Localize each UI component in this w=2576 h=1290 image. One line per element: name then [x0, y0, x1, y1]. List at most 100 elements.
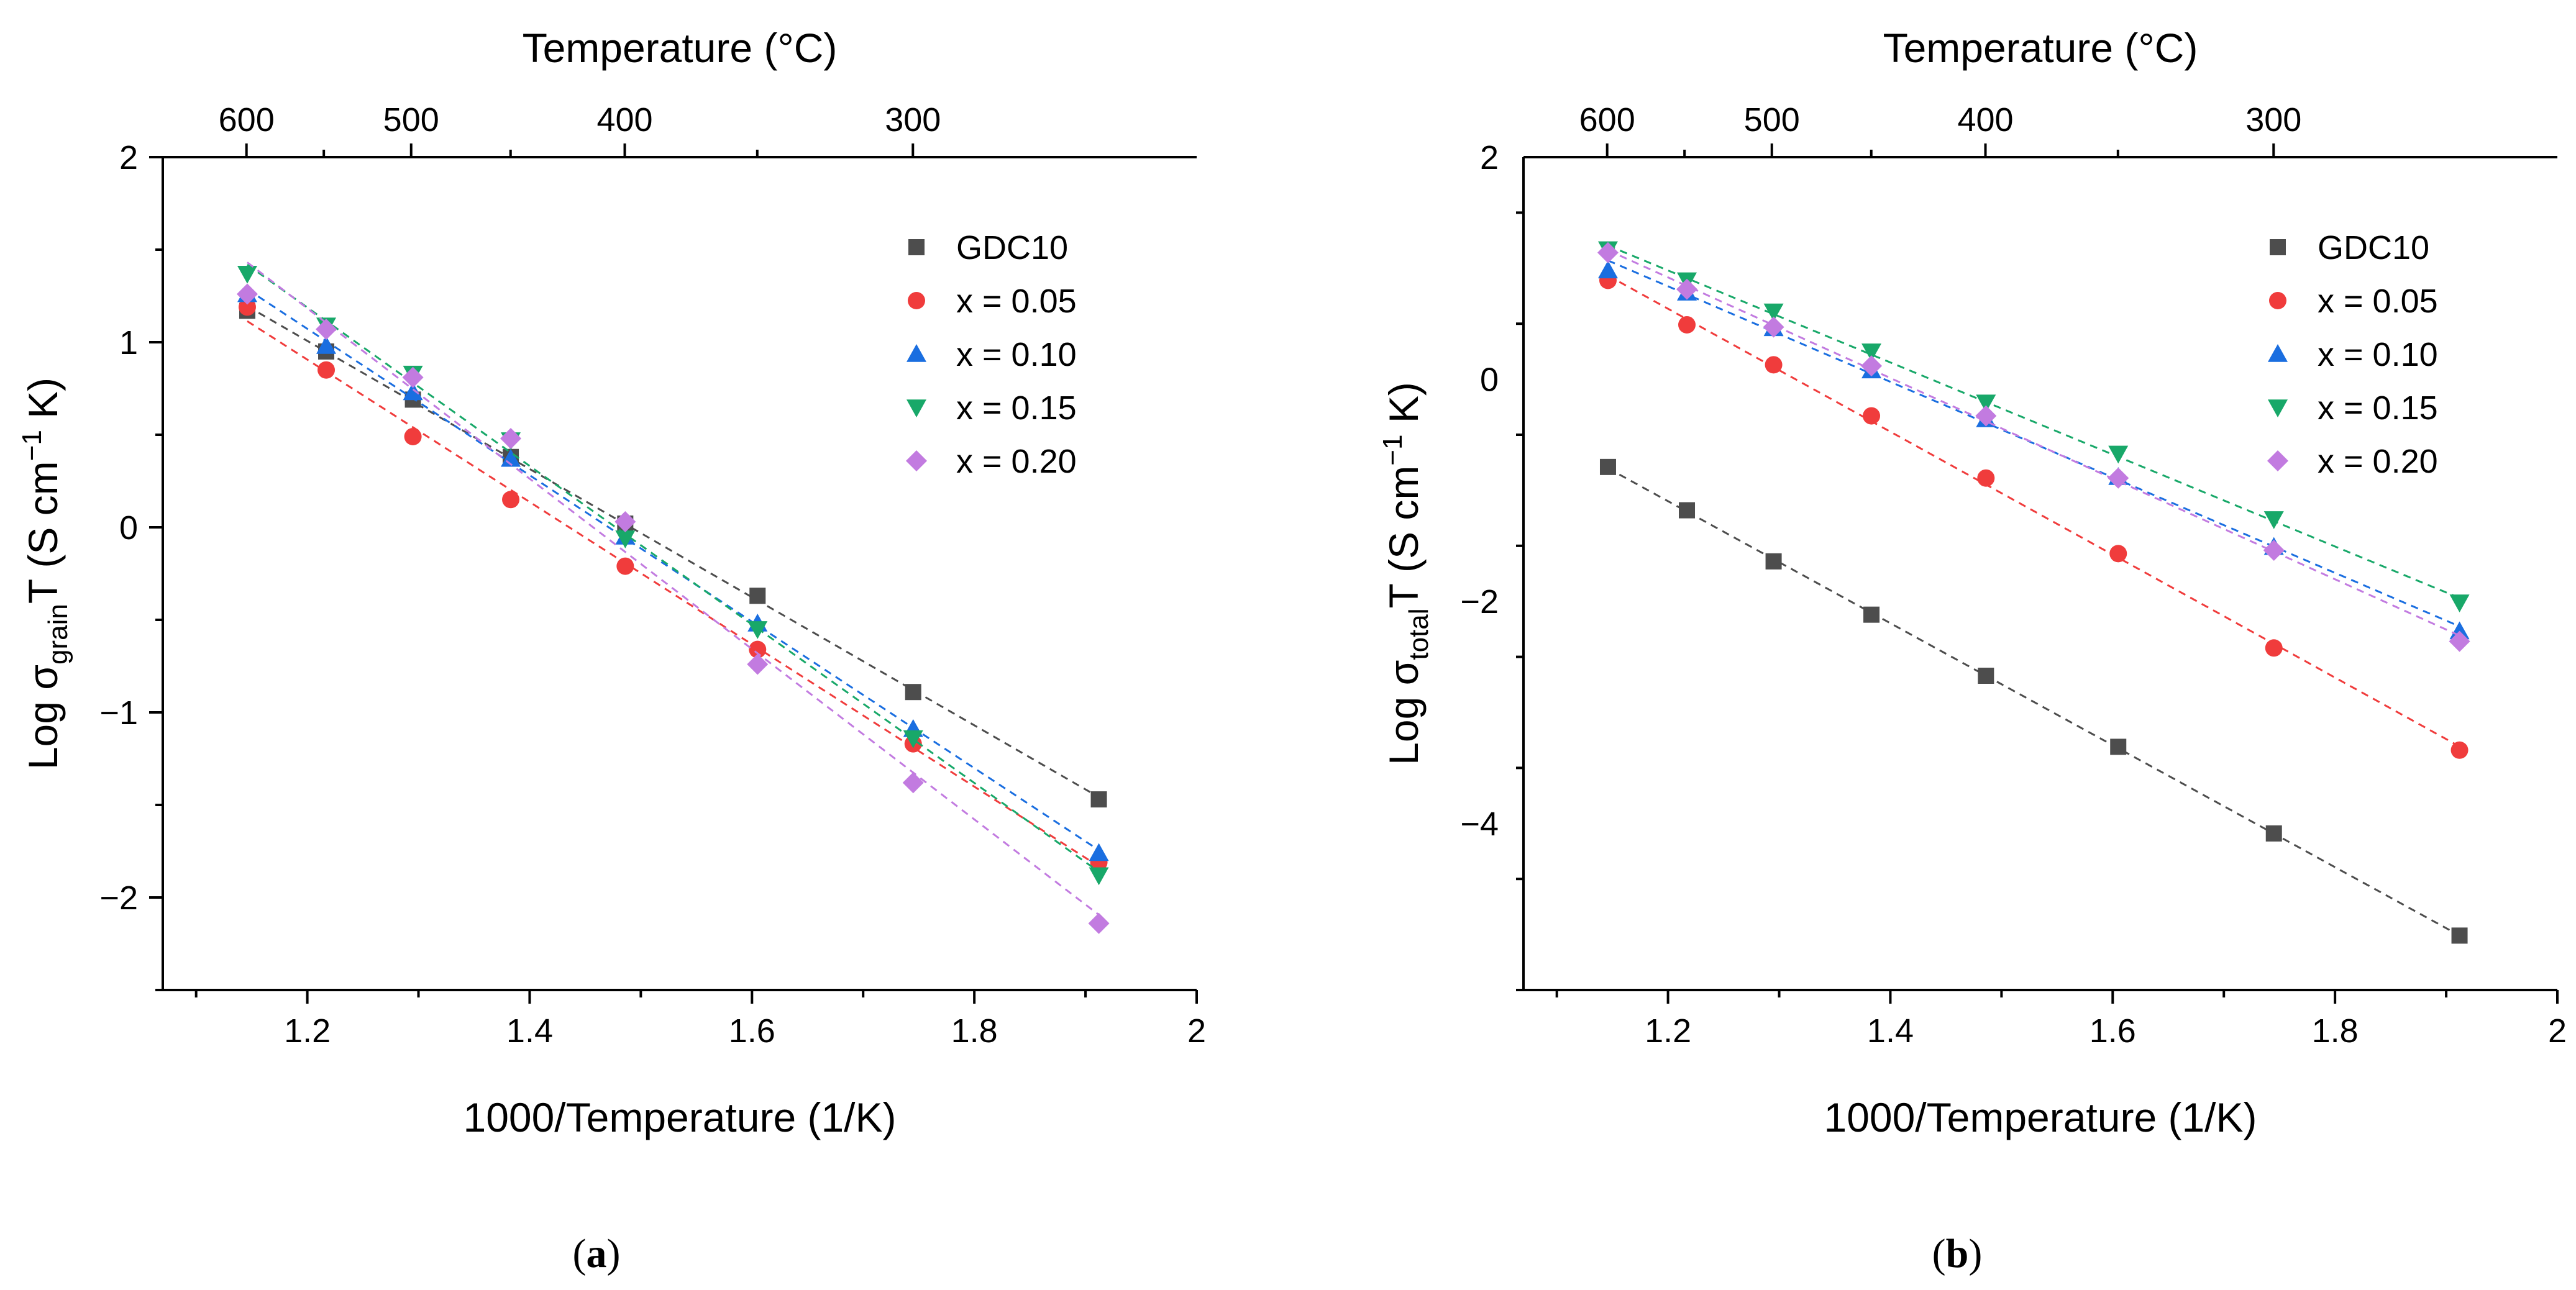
data-point: [2110, 738, 2127, 755]
y-title-mid: T (S cm: [1381, 466, 1427, 609]
legend-label: x = 0.15: [2318, 389, 2438, 427]
panel-label-letter: b: [1946, 1231, 1969, 1276]
data-point: [2451, 927, 2468, 944]
data-point: [1089, 843, 1109, 861]
y-title-superscript: −1: [17, 430, 47, 461]
data-point: [747, 621, 768, 639]
fit-line: [247, 263, 1100, 873]
data-point: [1977, 469, 1995, 487]
data-point: [2449, 594, 2470, 612]
data-point: [402, 366, 424, 388]
data-point: [902, 772, 924, 794]
x-tick-label: 1.6: [729, 1012, 775, 1050]
panel-label-open: (: [573, 1231, 587, 1276]
data-point: [2449, 630, 2470, 652]
legend-marker: [2268, 399, 2288, 417]
chart-panel-b: 1.2 1.4 1.6 1.8 2 −4 −2 0 2 600 500 400 300 Temperatu…: [1377, 25, 2567, 1276]
y-tick-label: −4: [1460, 806, 1499, 843]
legend-marker: [2267, 450, 2288, 471]
legend-label: x = 0.05: [2318, 283, 2438, 320]
panel-label: (a): [573, 1231, 621, 1276]
top-tick-label: 500: [383, 101, 439, 139]
data-point: [502, 491, 520, 509]
data-point: [500, 427, 522, 449]
y-axis-title: Log σgrainT (S cm−1 K): [17, 378, 73, 770]
data-point: [1863, 606, 1880, 623]
chart-panel-a: 1.2 1.4 1.6 1.8 2 −2 −1 0 1 2 600 500 400 300 Temperat…: [17, 25, 1206, 1276]
panel-label-close: ): [607, 1231, 621, 1276]
data-point: [614, 511, 636, 533]
y-tick-label: 0: [119, 509, 138, 547]
data-point: [747, 653, 769, 675]
data-point: [1763, 303, 1784, 322]
data-point: [1976, 394, 1996, 413]
fit-line: [1607, 467, 2460, 937]
x-tick-label: 1.4: [1867, 1012, 1914, 1050]
y-tick-label: −2: [1460, 583, 1499, 620]
legend-label: x = 0.15: [956, 389, 1077, 427]
fit-line: [1607, 245, 2460, 599]
series-gdc10: [1599, 458, 2468, 944]
data-point: [1978, 667, 1994, 684]
x-tick-label: 2: [2548, 1012, 2567, 1050]
legend-label: GDC10: [956, 229, 1068, 266]
fit-line: [247, 305, 1100, 798]
x-tick-label: 1.2: [1645, 1012, 1691, 1050]
x-tick-label: 1.6: [2090, 1012, 2136, 1050]
data-point: [2449, 621, 2470, 640]
data-point: [1863, 407, 1881, 425]
legend-marker: [2270, 239, 2286, 255]
data-point: [237, 265, 257, 284]
legend-marker: [907, 399, 926, 417]
series-x-0-05: [1599, 271, 2469, 759]
data-point: [1763, 316, 1784, 338]
legend-marker: [2268, 344, 2288, 362]
y-tick-label: 2: [1480, 139, 1499, 176]
data-point: [1089, 867, 1109, 886]
data-point: [2108, 467, 2129, 489]
data-point: [1676, 278, 1698, 300]
y-title-suffix: K): [1381, 382, 1427, 434]
legend-marker: [908, 292, 925, 309]
y-tick-label: −1: [99, 694, 138, 732]
top-tick-label: 400: [1957, 101, 2013, 139]
y-title-prefix: Log σ: [1381, 660, 1427, 765]
y-tick-label: 2: [119, 139, 138, 176]
top-tick-label: 400: [596, 101, 652, 139]
data-point: [2109, 545, 2127, 563]
fit-line: [1607, 275, 2460, 748]
data-point: [1765, 356, 1783, 374]
data-point: [1861, 343, 1882, 361]
data-point: [749, 640, 767, 658]
y-axis-title: Log σtotalT (S cm−1 K): [1377, 382, 1434, 765]
panel-label-letter: a: [587, 1231, 607, 1276]
x-tick-label: 1.8: [2312, 1012, 2359, 1050]
legend-marker: [908, 239, 925, 255]
data-point: [236, 283, 258, 305]
data-point: [501, 448, 521, 467]
fit-line: [1607, 260, 2460, 627]
legend-marker: [2269, 292, 2286, 309]
x-tick-label: 1.2: [284, 1012, 331, 1050]
data-point: [2265, 639, 2283, 657]
data-point: [238, 298, 256, 316]
data-point: [1765, 553, 1782, 570]
series-x-0-20: [236, 261, 1110, 934]
y-title-subscript: total: [1404, 608, 1434, 660]
panel-label-open: (: [1932, 1231, 1946, 1276]
data-point: [316, 319, 337, 340]
legend-label: x = 0.10: [956, 336, 1077, 373]
series-x-0-20: [1597, 242, 2470, 652]
top-tick-label: 600: [1579, 101, 1635, 139]
data-point: [2450, 741, 2469, 759]
data-point: [404, 427, 422, 445]
data-point: [1597, 242, 1619, 263]
x-tick-label: 1.4: [506, 1012, 553, 1050]
y-title-superscript: −1: [1377, 435, 1408, 466]
data-point: [905, 684, 921, 701]
y-title-subscript: grain: [43, 604, 73, 665]
series-x-0-15: [1597, 241, 2470, 612]
x-axis-title: 1000/Temperature (1/K): [1824, 1094, 2257, 1140]
panel-label-close: ): [1968, 1231, 1982, 1276]
